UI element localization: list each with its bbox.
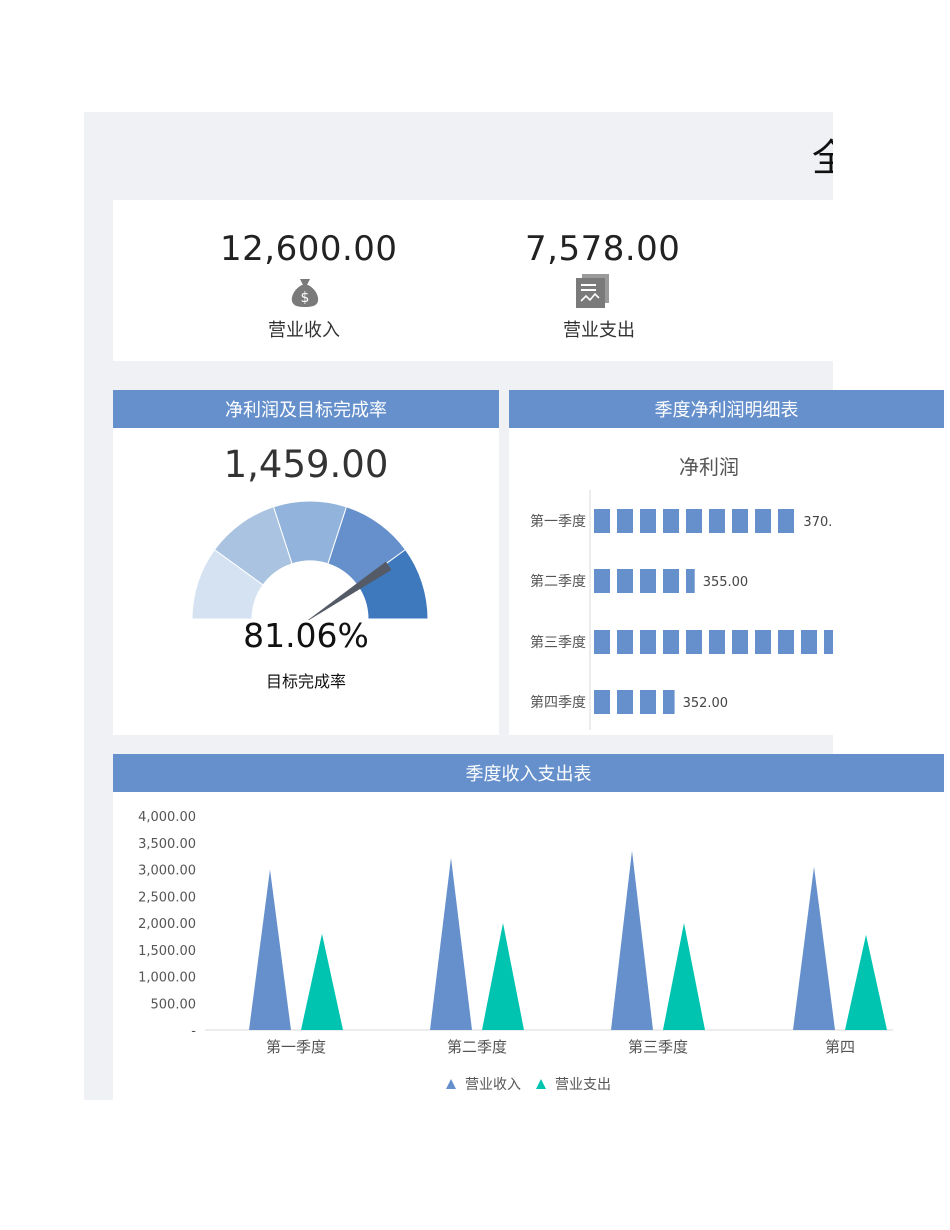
y-tick-label: 4,000.00	[138, 810, 196, 825]
completion-rate-value: 81.06%	[243, 616, 369, 655]
legend-item-revenue: 营业收入	[445, 1074, 521, 1094]
y-tick-label: 3,500.00	[138, 837, 196, 852]
revenue-value: 12,600.00	[220, 229, 398, 269]
net-profit-header: 净利润及目标完成率	[113, 390, 499, 428]
legend-revenue-marker	[446, 1079, 456, 1089]
kpi-panel: 12,600.00 $ 营业收入 7,578.00 营业支出	[113, 200, 833, 361]
quarterly-profit-header: 季度净利润明细表	[509, 390, 944, 428]
y-tick-label: 3,000.00	[138, 864, 196, 879]
y-tick-label: 2,000.00	[138, 917, 196, 932]
bar	[594, 569, 695, 593]
completion-rate-label: 目标完成率	[265, 672, 346, 691]
gauge-needle	[308, 561, 392, 620]
svg-text:$: $	[301, 290, 310, 306]
expense-triangle	[845, 934, 887, 1030]
chart-legend: 营业收入 营业支出	[113, 1074, 943, 1094]
gauge-segment	[356, 548, 429, 620]
revenue-triangle	[611, 850, 653, 1030]
y-tick-label: 500.00	[151, 997, 197, 1012]
bar	[594, 690, 675, 714]
income-expense-header: 季度收入支出表	[113, 754, 944, 792]
bar-data-label: 355.00	[703, 575, 749, 590]
x-tick-label: 第四	[825, 1038, 855, 1056]
legend-revenue-label: 营业收入	[465, 1077, 521, 1093]
income-expense-panel	[113, 754, 833, 1100]
income-expense-chart: - 500.00 1,000.00 1,500.00 2,000.00 2,500.00 3…	[138, 810, 893, 1056]
y-tick-label: 2,500.00	[138, 890, 196, 905]
bar-data-label: 370.	[803, 515, 832, 530]
completion-gauge	[191, 500, 429, 620]
bar-chart-title: 净利润	[679, 455, 739, 479]
x-tick-label: 第三季度	[628, 1038, 688, 1056]
bar	[594, 509, 794, 533]
revenue-triangle	[430, 857, 472, 1030]
expense-triangle	[663, 923, 705, 1030]
y-tick-label: 1,500.00	[138, 944, 196, 959]
expense-value: 7,578.00	[525, 229, 681, 269]
legend-item-expense: 营业支出	[535, 1074, 611, 1094]
y-tick-label: 1,000.00	[138, 971, 196, 986]
money-bag-icon: $	[288, 275, 322, 313]
bar-category-label: 第二季度	[530, 573, 586, 590]
x-tick-label: 第一季度	[266, 1038, 326, 1056]
legend-expense-marker	[536, 1079, 546, 1089]
x-tick-label: 第二季度	[447, 1038, 507, 1056]
bar-data-label: 352.00	[683, 696, 729, 711]
net-profit-panel	[113, 390, 499, 735]
dashboard-title: 全	[812, 136, 833, 180]
bar	[594, 630, 833, 654]
expense-triangle	[301, 933, 343, 1030]
expense-triangle	[482, 923, 524, 1030]
bar-category-label: 第三季度	[530, 634, 586, 651]
bar-category-label: 第一季度	[530, 513, 586, 530]
bar-category-label: 第四季度	[530, 694, 586, 711]
legend-expense-label: 营业支出	[555, 1077, 611, 1093]
net-profit-value: 1,459.00	[223, 443, 389, 486]
expense-label: 营业支出	[563, 320, 635, 341]
quarterly-profit-panel	[509, 390, 950, 735]
revenue-triangle	[249, 869, 291, 1030]
document-chart-icon	[575, 273, 611, 313]
y-tick-label: -	[191, 1024, 196, 1039]
revenue-label: 营业收入	[268, 320, 340, 341]
revenue-triangle	[793, 866, 835, 1030]
